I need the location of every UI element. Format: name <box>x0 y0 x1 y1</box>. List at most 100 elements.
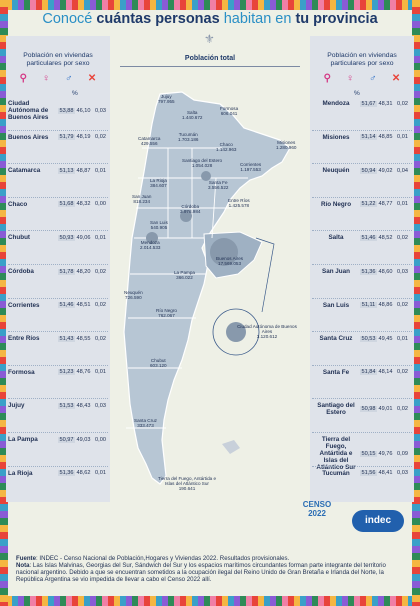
female-percentage: 50,97 <box>58 436 75 443</box>
province-name: Santiago del Estero <box>317 402 355 417</box>
x-percentage: 0,03 <box>95 402 106 409</box>
decorative-border-left <box>0 0 8 606</box>
map-province-name: San Juan <box>132 194 152 199</box>
row-divider <box>312 264 412 265</box>
row-divider <box>312 432 412 433</box>
map-province-name: Corrientes <box>240 162 262 167</box>
female-percentage: 51,11 <box>360 302 377 309</box>
row-divider <box>312 297 412 299</box>
right-table-row: Salta 51,46 48,52 0,02 <box>312 234 411 241</box>
map-province-label: Neuquén 726.590 <box>124 290 143 300</box>
female-percentage: 51,79 <box>58 134 75 141</box>
province-name: Misiones <box>322 133 350 141</box>
map-province-name: La Rioja <box>150 178 167 183</box>
map-province-value: 1.197.553 <box>240 167 261 172</box>
province-name: Catamarca <box>8 167 41 175</box>
male-percentage: 48,41 <box>378 470 393 477</box>
malvinas-shape <box>222 440 240 454</box>
right-table-row: San Luis 51,11 48,86 0,02 <box>312 302 411 309</box>
map-province-label: Córdoba 3.978.984 <box>180 204 200 214</box>
map-silhouette <box>123 91 291 485</box>
province-name: Entre Ríos <box>8 335 40 343</box>
male-percentage: 48,43 <box>76 402 91 409</box>
censo-logo: CENSO 2022 <box>302 500 332 518</box>
x-icon: ✕ <box>391 73 401 84</box>
female-percentage: 51,22 <box>360 201 377 208</box>
location-icon: ⚲ <box>19 73 27 84</box>
x-percentage: 0,03 <box>95 107 106 114</box>
map-province-name: Chubut <box>150 358 166 363</box>
map-province-name: Santiago del Estero <box>182 158 223 163</box>
row-divider <box>8 129 108 131</box>
source-label: Fuente <box>16 555 36 562</box>
map-province-name: Neuquén <box>124 290 143 295</box>
left-table-row: Córdoba 51,78 48,20 0,02 <box>8 268 109 275</box>
x-percentage: 0,01 <box>397 201 408 208</box>
right-table-row: Santiago del Estero 50,98 49,01 0,02 <box>312 402 411 416</box>
x-percentage: 0,02 <box>95 134 106 141</box>
censo-logo-year: 2022 <box>308 509 326 518</box>
map-province-value: 1.703.186 <box>178 137 199 142</box>
male-percentage: 49,01 <box>378 406 393 413</box>
female-icon: ♀ <box>42 73 50 84</box>
right-table-row: Misiones 51,14 48,85 0,01 <box>312 134 411 141</box>
male-percentage: 48,51 <box>76 302 91 309</box>
map-province-name: Río Negro <box>156 308 177 313</box>
male-percentage: 48,86 <box>378 302 393 309</box>
row-divider <box>8 364 108 366</box>
map-province-name: Salta <box>186 110 198 115</box>
left-table-row: La Rioja 51,36 48,62 0,01 <box>8 470 109 477</box>
map-province-value: 1.425.578 <box>228 203 250 208</box>
row-divider <box>8 465 108 467</box>
indec-logo: indec <box>352 510 404 532</box>
location-icon: ⚲ <box>323 73 331 84</box>
map-province-label: Río Negro 762.067 <box>156 308 177 318</box>
row-divider <box>8 331 108 333</box>
left-table-row: Formosa 51,23 48,76 0,01 <box>8 369 109 376</box>
province-name: Chaco <box>8 200 28 208</box>
map-province-label: Catamarca 429.556 <box>138 136 160 146</box>
right-table-row: Mendoza 51,67 48,31 0,02 <box>312 100 411 107</box>
province-name: Neuquén <box>322 167 350 175</box>
map-province-label: Santa Fe 3.556.522 <box>208 180 228 190</box>
female-percentage: 51,68 <box>58 201 75 208</box>
female-percentage: 51,46 <box>360 234 377 241</box>
map-province-name: Chaco <box>219 142 233 147</box>
decorative-border-top <box>0 0 420 10</box>
female-percentage: 51,67 <box>360 100 377 107</box>
map-province-value: 17.569.053 <box>218 261 242 266</box>
female-percentage: 51,53 <box>58 402 75 409</box>
map-province-value: 1.280.960 <box>276 145 297 150</box>
x-percentage: 0,02 <box>397 369 408 376</box>
left-table-row: Buenos Aires 51,79 48,19 0,02 <box>8 134 109 141</box>
province-name: La Pampa <box>8 436 38 443</box>
map-province-label: Santa Cruz 333.473 <box>134 418 157 428</box>
x-percentage: 0,04 <box>397 167 408 174</box>
male-percentage: 48,20 <box>76 268 91 275</box>
female-percentage: 50,93 <box>58 234 75 241</box>
decorative-border-bottom <box>0 596 420 606</box>
map-province-name: Córdoba <box>181 204 200 209</box>
x-percentage: 0,02 <box>397 406 408 413</box>
map-province-value: 797.955 <box>158 99 175 104</box>
left-table-row: Entre Ríos 51,43 48,55 0,02 <box>8 335 109 342</box>
note-text: : Las Islas Malvinas, Georgias del Sur, … <box>16 562 386 583</box>
x-percentage: 0,02 <box>95 335 106 342</box>
x-icon: ✕ <box>87 73 97 84</box>
male-percentage: 49,03 <box>76 436 91 443</box>
female-percentage: 51,13 <box>58 167 75 174</box>
province-name: San Juan <box>322 268 350 275</box>
x-percentage: 0,03 <box>397 268 408 275</box>
row-divider <box>8 297 108 299</box>
buenos-aires-circle <box>210 238 238 266</box>
map-province-value: 2.014.533 <box>140 245 161 250</box>
left-icons-row: ⚲ ♀ ♂ ✕ <box>6 73 110 84</box>
right-table-row: San Juan 51,36 48,60 0,03 <box>312 268 411 275</box>
map-province-name: Santa Cruz <box>134 418 157 423</box>
map-province-name: Buenos Aires <box>216 256 244 261</box>
female-percentage: 51,36 <box>58 470 75 477</box>
male-percentage: 49,45 <box>378 335 393 342</box>
female-percentage: 51,36 <box>360 268 377 275</box>
left-table-header: Población en viviendas particulares por … <box>23 52 93 67</box>
map-province-value: 3.556.522 <box>208 185 229 190</box>
